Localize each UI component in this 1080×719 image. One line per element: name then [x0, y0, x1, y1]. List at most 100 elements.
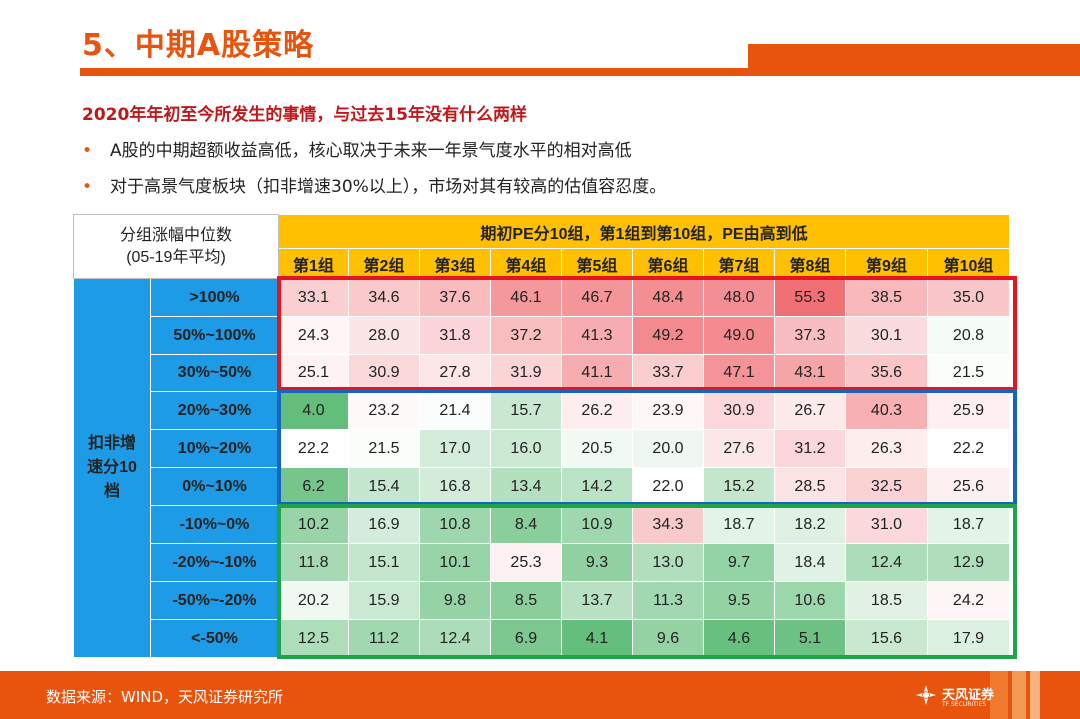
value-cell: 15.6 — [845, 619, 928, 658]
value-cell: 23.2 — [348, 391, 420, 430]
value-cell: 37.3 — [774, 316, 846, 355]
row-label: 50%~100% — [150, 316, 279, 355]
value-cell: 10.8 — [419, 505, 491, 544]
group-header-9: 第9组 — [845, 248, 928, 279]
side-label-line: 档 — [103, 483, 120, 500]
value-cell: 27.8 — [419, 354, 491, 392]
table-row: 50%~100% 24.3 28.0 31.8 37.2 41.3 49.2 49.0 37.3… — [74, 316, 1010, 355]
value-cell: 30.9 — [703, 391, 775, 430]
subtitle: 2020年年初至今所发生的事情，与过去15年没有什么两样 — [82, 105, 527, 125]
value-cell: 18.4 — [774, 543, 846, 582]
value-cell: 18.7 — [927, 505, 1010, 544]
tf-logo-icon — [916, 685, 936, 705]
table-row: <-50% 12.5 11.2 12.4 6.9 4.1 9.6 4.6 5.1 15.6 17.9 — [74, 619, 1010, 658]
value-cell: 49.0 — [703, 316, 775, 355]
group-header-6: 第6组 — [632, 248, 704, 279]
group-header-3: 第3组 — [419, 248, 491, 279]
table-row: -10%~0% 10.2 16.9 10.8 8.4 10.9 34.3 18.7 18.2 31… — [74, 505, 1010, 544]
value-cell: 16.8 — [419, 467, 491, 506]
value-cell: 14.2 — [561, 467, 633, 506]
value-cell: 10.1 — [419, 543, 491, 582]
value-cell: 17.0 — [419, 429, 491, 468]
table-row: 20%~30% 4.0 23.2 21.4 15.7 26.2 23.9 30.9 26.7 40… — [74, 391, 1010, 430]
tf-logo-name: 天风证券 — [942, 688, 995, 703]
value-cell: 26.7 — [774, 391, 846, 430]
footer-decoration — [990, 671, 1080, 719]
value-cell: 35.0 — [927, 278, 1010, 317]
group-header-7: 第7组 — [703, 248, 775, 279]
value-cell: 27.6 — [703, 429, 775, 468]
footer-bar — [0, 671, 1080, 719]
value-cell: 6.2 — [278, 467, 349, 506]
value-cell: 25.3 — [490, 543, 562, 582]
value-cell: 49.2 — [632, 316, 704, 355]
value-cell: 15.7 — [490, 391, 562, 430]
value-cell: 25.6 — [927, 467, 1010, 506]
value-cell: 18.5 — [845, 581, 928, 620]
value-cell: 9.6 — [632, 619, 704, 658]
value-cell: 37.6 — [419, 278, 491, 317]
value-cell: 26.3 — [845, 429, 928, 468]
value-cell: 28.5 — [774, 467, 846, 506]
value-cell: 21.4 — [419, 391, 491, 430]
bullet-text: 对于高景气度板块（扣非增速30%以上），市场对其有较高的估值容忍度。 — [110, 177, 667, 197]
value-cell: 47.1 — [703, 354, 775, 392]
value-cell: 37.2 — [490, 316, 562, 355]
value-cell: 9.3 — [561, 543, 633, 582]
value-cell: 22.0 — [632, 467, 704, 506]
value-cell: 16.0 — [490, 429, 562, 468]
value-cell: 55.3 — [774, 278, 846, 317]
value-cell: 4.0 — [278, 391, 349, 430]
value-cell: 10.9 — [561, 505, 633, 544]
value-cell: 48.0 — [703, 278, 775, 317]
value-cell: 6.9 — [490, 619, 562, 658]
value-cell: 38.5 — [845, 278, 928, 317]
value-cell: 25.9 — [927, 391, 1010, 430]
value-cell: 12.9 — [927, 543, 1010, 582]
value-cell: 31.0 — [845, 505, 928, 544]
value-cell: 10.6 — [774, 581, 846, 620]
side-label-line: 扣非增 — [87, 435, 136, 452]
value-cell: 12.5 — [278, 619, 349, 658]
row-label: <-50% — [150, 619, 279, 658]
table-corner-header: 分组涨幅中位数 (05-19年平均) — [73, 214, 279, 279]
table-row: 30%~50% 25.1 30.9 27.8 31.9 41.1 33.7 47.1 43.1 3… — [74, 354, 1010, 392]
row-label: 10%~20% — [150, 429, 279, 468]
side-label-line: 速分10 — [87, 459, 137, 476]
group-header-8: 第8组 — [774, 248, 846, 279]
value-cell: 30.1 — [845, 316, 928, 355]
value-cell: 12.4 — [845, 543, 928, 582]
row-label: -50%~-20% — [150, 581, 279, 620]
bullet-dot-icon: • — [82, 141, 93, 161]
group-header-1: 第1组 — [278, 248, 349, 279]
side-label-growth-tiers: 扣非增速分10 档 — [73, 278, 151, 658]
value-cell: 31.2 — [774, 429, 846, 468]
group-header-10: 第10组 — [927, 248, 1010, 279]
group-header-2: 第2组 — [348, 248, 420, 279]
value-cell: 43.1 — [774, 354, 846, 392]
value-cell: 33.1 — [278, 278, 349, 317]
value-cell: 18.2 — [774, 505, 846, 544]
value-cell: 9.5 — [703, 581, 775, 620]
corner-line-1: 分组涨幅中位数 — [119, 226, 232, 244]
group-header-4: 第4组 — [490, 248, 562, 279]
corner-line-2: (05-19年平均) — [126, 248, 226, 266]
group-header-5: 第5组 — [561, 248, 633, 279]
value-cell: 40.3 — [845, 391, 928, 430]
value-cell: 20.5 — [561, 429, 633, 468]
tf-logo-en: TF SECURITIES — [942, 701, 987, 708]
value-cell: 26.2 — [561, 391, 633, 430]
page-title: 5、中期A股策略 — [82, 28, 315, 63]
value-cell: 46.1 — [490, 278, 562, 317]
value-cell: 25.1 — [278, 354, 349, 392]
value-cell: 22.2 — [278, 429, 349, 468]
value-cell: 24.3 — [278, 316, 349, 355]
value-cell: 15.1 — [348, 543, 420, 582]
bullet-dot-icon: • — [82, 177, 93, 197]
value-cell: 20.0 — [632, 429, 704, 468]
value-cell: 9.8 — [419, 581, 491, 620]
pe-growth-table: 分组涨幅中位数 (05-19年平均) 期初PE分10组，第1组到第10组，PE由… — [73, 214, 1010, 658]
table-row: -50%~-20% 20.2 15.9 9.8 8.5 13.7 11.3 9.5 10.6 18… — [74, 581, 1010, 620]
value-cell: 35.6 — [845, 354, 928, 392]
value-cell: 22.2 — [927, 429, 1010, 468]
